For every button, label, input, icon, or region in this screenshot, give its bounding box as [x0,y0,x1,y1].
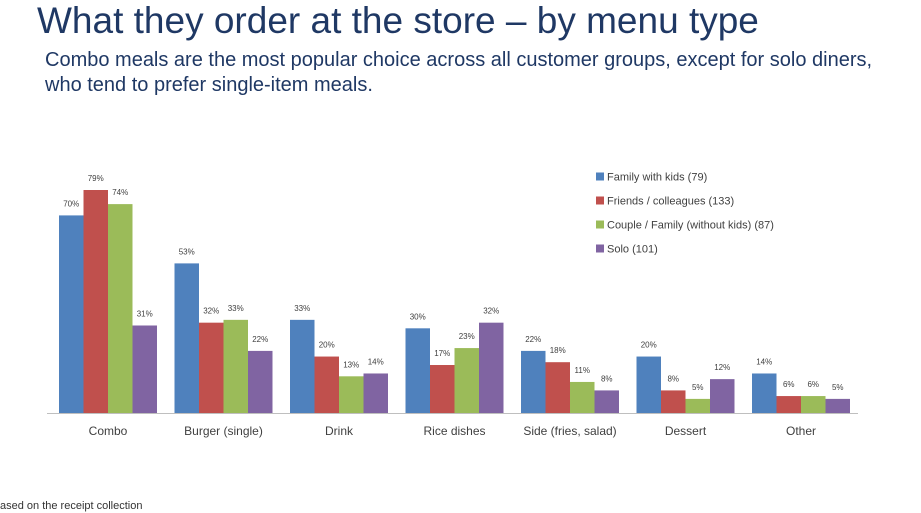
legend-label: Family with kids (79) [607,172,707,184]
footnote: ased on the receipt collection [0,500,143,512]
data-label: 70% [63,199,79,208]
bar-burger-single--series-1 [174,263,199,413]
data-label: 30% [410,312,426,321]
bar-burger-single--series-3 [223,319,248,413]
bar-side-fries-salad--series-3 [570,381,595,413]
data-label: 79% [88,174,104,183]
data-label: 5% [692,383,704,392]
legend-swatch [596,172,604,181]
bar-combo-series-4 [132,325,157,413]
bar-side-fries-salad--series-4 [594,390,619,413]
x-axis-labels: Combo Burger (single) Drink Rice dishes Side… [89,424,816,438]
legend-swatch [596,244,604,253]
bar-side-fries-salad--series-2 [545,362,570,413]
chart-legend: Family with kids (79) Friends / colleague… [596,172,774,256]
bar-combo-series-1 [59,215,84,413]
data-label: 33% [294,304,310,313]
data-label: 6% [807,380,819,389]
chart-bars: 70% 79% 74% 31% 53% 32% 33% 22% 33% 20% 13% 14% 30% 1… [59,174,850,413]
legend-swatch [596,220,604,229]
data-label: 23% [459,332,475,341]
bar-rice-dishes-series-4 [479,322,504,413]
bar-combo-series-2 [83,190,108,413]
data-label: 13% [343,360,359,369]
bar-burger-single--series-4 [248,350,273,413]
page-title: What they order at the store – by menu t… [37,0,759,41]
data-label: 17% [434,349,450,358]
bar-other-series-2 [776,396,801,413]
x-tick-label: Side (fries, salad) [523,424,616,438]
data-label: 8% [667,374,679,383]
x-tick-label: Rice dishes [423,424,485,438]
data-label: 6% [783,380,795,389]
bar-other-series-3 [801,396,826,413]
data-label: 22% [525,335,541,344]
data-label: 32% [483,307,499,316]
data-label: 12% [714,363,730,372]
bar-dessert-series-3 [685,398,710,413]
bar-rice-dishes-series-2 [430,365,455,413]
legend-label: Couple / Family (without kids) (87) [607,220,774,232]
bar-drink-series-2 [314,356,339,413]
bar-rice-dishes-series-1 [405,328,430,413]
legend-label: Solo (101) [607,244,658,256]
bar-dessert-series-4 [710,379,735,413]
data-label: 20% [641,341,657,350]
bar-rice-dishes-series-3 [454,348,479,413]
data-label: 5% [832,383,844,392]
bar-dessert-series-1 [636,356,661,413]
bar-drink-series-3 [339,376,364,413]
data-label: 14% [368,357,384,366]
x-tick-label: Combo [89,424,128,438]
x-tick-label: Drink [325,424,354,438]
x-tick-label: Dessert [665,424,707,438]
data-label: 31% [137,309,153,318]
bar-side-fries-salad--series-1 [521,350,546,413]
x-tick-label: Other [786,424,816,438]
data-label: 32% [203,307,219,316]
bar-drink-series-1 [290,319,315,413]
page-subtitle: Combo meals are the most popular choice … [45,49,873,96]
bar-other-series-1 [752,373,777,413]
data-label: 33% [228,304,244,313]
data-label: 20% [319,341,335,350]
bar-other-series-4 [825,398,850,413]
x-tick-label: Burger (single) [184,424,263,438]
data-label: 74% [112,188,128,197]
data-label: 14% [756,357,772,366]
data-label: 53% [179,247,195,256]
bar-burger-single--series-2 [199,322,224,413]
bar-drink-series-4 [363,373,388,413]
bar-dessert-series-2 [661,390,686,413]
data-label: 22% [252,335,268,344]
bar-combo-series-3 [108,204,133,413]
data-label: 18% [550,346,566,355]
legend-label: Friends / colleagues (133) [607,196,734,208]
legend-swatch [596,196,604,205]
data-label: 11% [575,366,590,375]
data-label: 8% [601,374,613,383]
